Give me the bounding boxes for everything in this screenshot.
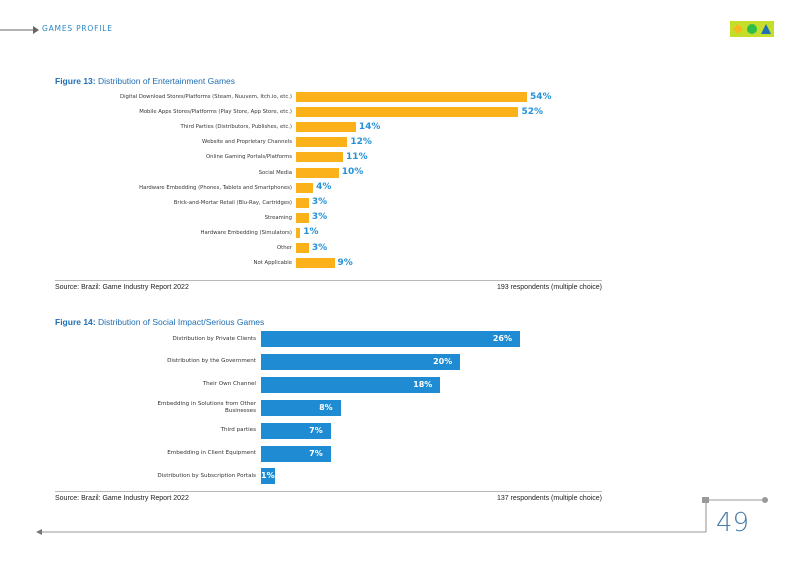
page-number: 49 [716,508,750,538]
bar [296,92,527,102]
category-label: Digital Download Stores/Platforms (Steam… [119,94,292,100]
value-label: 20% [433,356,453,366]
value-label: 26% [492,334,512,343]
category-label: Hardware Embedding (Simulators) [200,229,292,236]
figure-14-source: Source: Brazil: Game Industry Report 202… [55,495,189,502]
footer-frame-lines [36,497,768,535]
bar [261,445,331,462]
category-label: Brick-and-Mortar Retail (Blu-Ray, Cartri… [173,199,292,206]
category-label: Embedding in Solutions from Other Busine… [136,400,256,416]
bar [296,197,309,208]
value-label: 8% [319,402,333,412]
value-label: 3% [311,242,328,253]
figure-13-source: Source: Brazil: Game Industry Report 202… [55,284,189,291]
value-label: 7% [309,425,323,435]
category-text: Distribution by the Government [167,358,256,365]
value-label: 4% [316,182,332,193]
category-label: Distribution by the Government [136,354,256,370]
value-label: 1% [261,471,275,480]
logo-shapes-icon [733,24,771,34]
value-label: 11% [346,151,368,162]
bar [296,167,339,178]
brand-logo [730,21,774,37]
category-label: Social Media [258,169,292,176]
value-label: 7% [309,448,323,458]
category-label: Not Applicable [253,260,292,267]
value-label: 1% [303,227,319,238]
category-text: Their Own Channel [202,381,256,388]
figure-14-title: Figure 14: Distribution of Social Impact… [55,317,265,327]
category-label: Streaming [264,214,292,221]
bar [296,122,356,133]
category-label: Website and Proprietary Channels [202,139,292,146]
value-label: 54% [530,91,552,102]
bar [296,152,344,163]
category-text: Embedding in Client Equipment [167,450,256,456]
category-label: Hardware Embedding (Phones, Tablets and … [139,184,292,191]
category-label: Distribution by Private Clients [136,331,256,347]
category-label: Online Gaming Portals/Platforms [205,154,292,161]
header-arrow-line [0,26,39,34]
figure-13-respondents: 193 respondents (multiple choice) [496,284,602,291]
category-text: Embedding in Solutions from Other Busine… [157,400,256,414]
category-label: Distribution by Subscription Portals [136,468,256,484]
value-label: 18% [413,379,433,389]
bar [261,468,275,485]
bar [296,182,314,193]
bar [296,227,301,238]
bar [261,353,461,370]
bar [296,107,519,118]
category-label: Embedding in Client Equipment [136,446,256,462]
category-label: Their Own Channel [136,377,256,393]
value-label: 9% [337,257,353,268]
bar [296,258,335,269]
figure-13-divider [55,280,602,281]
category-label: Third parties [136,423,256,439]
category-text: Distribution by Private Clients [172,335,256,342]
bar [296,243,309,253]
bar [261,376,441,393]
category-label: Other [276,245,292,251]
value-label: 3% [311,197,328,208]
figure-13-title: Figure 13: Distribution of Entertainment… [55,76,236,86]
category-text: Third parties [220,427,256,434]
section-label: GAMES PROFILE [42,24,113,33]
value-label: 14% [358,121,381,132]
figure-14-respondents: 137 respondents (multiple choice) [496,495,602,502]
bar [296,137,348,148]
figure-14-divider [55,491,602,492]
value-label: 12% [350,136,372,147]
category-label: Third Parties (Distributors, Publishes, … [180,124,292,131]
value-label: 10% [341,167,364,177]
category-text: Distribution by Subscription Portals [157,472,256,479]
bar [296,212,309,223]
value-label: 3% [311,212,328,223]
value-label: 52% [521,106,543,117]
bar [261,422,331,439]
bar [261,331,520,347]
category-label: Mobile Apps Stores/Platforms (Play Store… [139,109,292,116]
bar [261,399,341,416]
